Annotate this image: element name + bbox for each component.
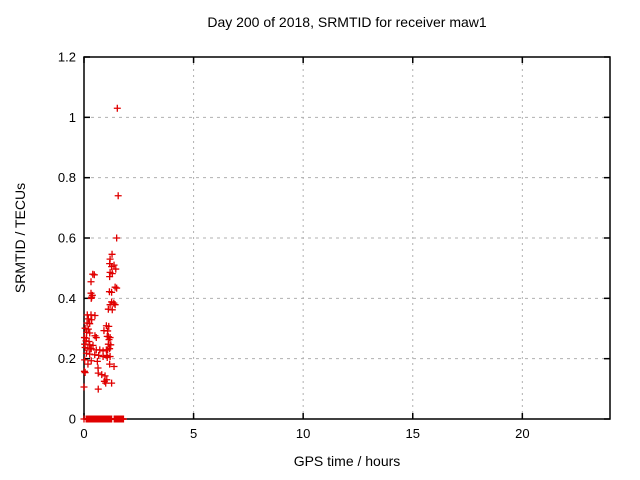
data-point-marker [110, 363, 118, 371]
y-tick-label: 1 [69, 110, 76, 125]
data-point-marker [84, 360, 92, 368]
data-point-marker [106, 360, 114, 368]
data-point-marker [105, 336, 113, 344]
data-point-marker [94, 385, 102, 393]
data-point-marker [81, 369, 89, 377]
data-point-marker [84, 315, 92, 323]
x-tick-label: 0 [80, 426, 87, 441]
data-point-marker [105, 322, 113, 330]
y-tick-label: 0.4 [58, 291, 76, 306]
data-point-marker [90, 271, 98, 279]
data-point-marker [87, 294, 95, 302]
data-point-marker [82, 349, 90, 357]
data-point-marker [108, 306, 116, 314]
y-tick-label: 0.6 [58, 231, 76, 246]
data-point-marker [113, 284, 121, 292]
data-point-marker [92, 334, 100, 342]
data-point-marker [108, 263, 116, 271]
y-tick-label: 0.2 [58, 351, 76, 366]
data-point-marker [95, 351, 103, 359]
y-tick-label: 0 [69, 412, 76, 427]
x-axis-label: GPS time / hours [293, 453, 401, 469]
data-point-marker [84, 325, 92, 333]
data-point-marker [114, 192, 122, 200]
data-point-marker [81, 324, 89, 332]
data-point-marker [108, 288, 116, 296]
data-point-marker [87, 357, 95, 365]
data-point-marker [80, 383, 88, 391]
data-point-marker [94, 369, 102, 377]
y-tick-label: 0.8 [58, 170, 76, 185]
data-point-marker [88, 316, 96, 324]
data-point-marker [98, 371, 106, 379]
data-point-marker [101, 372, 109, 380]
data-point-marker [86, 329, 94, 337]
data-point-marker [110, 299, 118, 307]
data-point-marker [108, 379, 116, 387]
data-point-marker [91, 312, 99, 320]
x-tick-label: 5 [190, 426, 197, 441]
data-point-marker [111, 301, 119, 309]
data-point-marker [81, 356, 89, 364]
data-point-marker [103, 353, 111, 361]
data-point-marker [93, 357, 101, 365]
data-point-marker [80, 367, 88, 375]
x-tick-label: 20 [515, 426, 529, 441]
data-point-marker [102, 379, 110, 387]
data-point-marker [111, 283, 119, 291]
data-point-marker [86, 320, 94, 328]
data-point-marker [85, 337, 93, 345]
x-tick-label: 15 [406, 426, 420, 441]
data-point-marker [87, 278, 95, 286]
x-tick-label: 10 [296, 426, 310, 441]
data-point-marker [108, 250, 116, 258]
data-point-marker [113, 104, 121, 112]
data-point-marker [99, 353, 107, 361]
data-point-marker [106, 273, 114, 281]
data-point-marker [112, 265, 120, 273]
data-point-marker [113, 234, 121, 242]
y-tick-label: 1.2 [58, 50, 76, 65]
data-point-marker [96, 346, 104, 354]
data-point-marker [107, 341, 115, 349]
data-point-marker [104, 346, 112, 354]
data-point-marker [119, 415, 127, 423]
chart-title: Day 200 of 2018, SRMTID for receiver maw… [207, 14, 487, 30]
